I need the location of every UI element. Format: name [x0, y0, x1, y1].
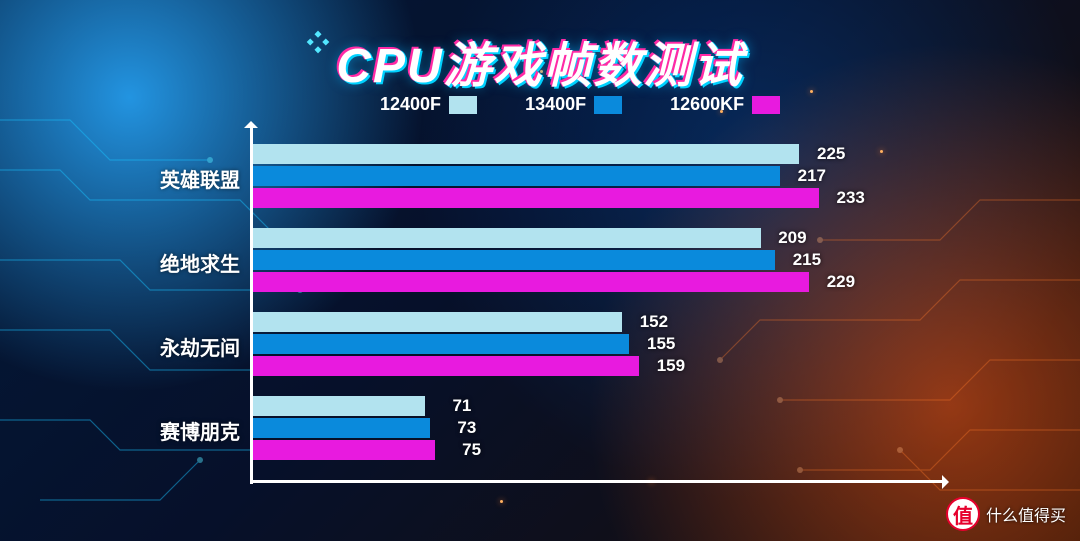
legend-label: 12400F	[380, 94, 441, 115]
bar-12600kf: 233	[253, 188, 819, 208]
x-axis	[250, 480, 944, 483]
bar-12400f: 71	[253, 396, 425, 416]
bar-value: 209	[778, 228, 806, 248]
group-永劫无间: 永劫无间 152 155 159	[150, 306, 950, 390]
bar-value: 75	[462, 440, 481, 460]
legend: 12400F 13400F 12600KF	[380, 94, 780, 115]
group-绝地求生: 绝地求生 209 215 229	[150, 222, 950, 306]
legend-label: 13400F	[525, 94, 586, 115]
legend-label: 12600KF	[670, 94, 744, 115]
bar-value: 217	[798, 166, 826, 186]
bar-value: 73	[457, 418, 476, 438]
bar-value: 233	[837, 188, 865, 208]
category-label: 英雄联盟	[90, 164, 240, 193]
bar-value: 155	[647, 334, 675, 354]
bar-value: 225	[817, 144, 845, 164]
legend-swatch	[594, 96, 622, 114]
legend-item-13400f: 13400F	[525, 94, 622, 115]
watermark-label: 什么值得买	[986, 502, 1066, 526]
bar-value: 159	[657, 356, 685, 376]
group-英雄联盟: 英雄联盟 225 217 233	[150, 138, 950, 222]
legend-item-12600kf: 12600KF	[670, 94, 780, 115]
legend-swatch	[752, 96, 780, 114]
watermark: 值 什么值得买	[946, 497, 1066, 531]
bar-value: 71	[452, 396, 471, 416]
bar-12600kf: 159	[253, 356, 639, 376]
bar-value: 229	[827, 272, 855, 292]
category-label: 永劫无间	[90, 332, 240, 361]
watermark-badge-icon: 值	[946, 497, 980, 531]
bar-12600kf: 229	[253, 272, 809, 292]
category-label: 赛博朋克	[90, 416, 240, 445]
chart-area: 12400F 13400F 12600KF 英雄联盟 225 217	[150, 130, 950, 510]
legend-item-12400f: 12400F	[380, 94, 477, 115]
bar-13400f: 73	[253, 418, 430, 438]
bar-12600kf: 75	[253, 440, 435, 460]
bar-value: 215	[793, 250, 821, 270]
bar-12400f: 152	[253, 312, 622, 332]
bar-12400f: 225	[253, 144, 799, 164]
group-赛博朋克: 赛博朋克 71 73 75	[150, 390, 950, 474]
bar-13400f: 215	[253, 250, 775, 270]
bar-groups: 英雄联盟 225 217 233 绝地求生 209 215 229 永劫无间	[150, 138, 950, 474]
chart-title: CPU游戏帧数测试	[0, 26, 1080, 96]
bar-13400f: 217	[253, 166, 780, 186]
legend-swatch	[449, 96, 477, 114]
category-label: 绝地求生	[90, 248, 240, 277]
bar-12400f: 209	[253, 228, 761, 248]
bar-13400f: 155	[253, 334, 629, 354]
bar-value: 152	[640, 312, 668, 332]
